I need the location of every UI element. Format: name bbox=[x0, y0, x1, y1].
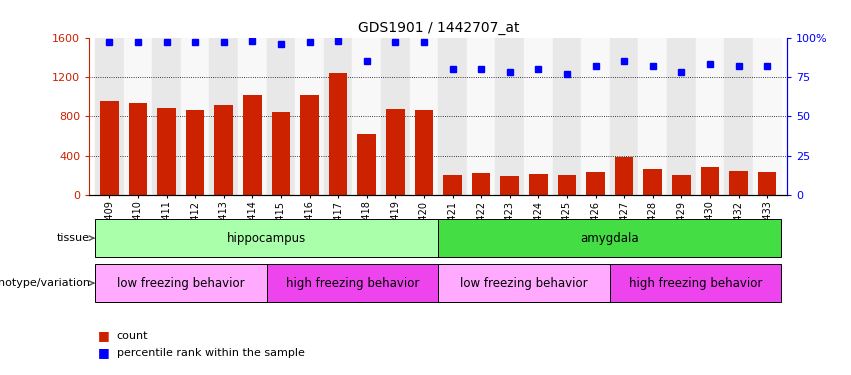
Bar bbox=[100, 100, 118, 195]
Bar bbox=[123, 38, 152, 195]
Bar bbox=[238, 38, 266, 195]
Bar bbox=[352, 38, 381, 195]
Text: low freezing behavior: low freezing behavior bbox=[460, 277, 588, 290]
Bar bbox=[672, 175, 691, 195]
Bar bbox=[495, 38, 524, 195]
Bar bbox=[328, 73, 347, 195]
Bar bbox=[409, 38, 438, 195]
Bar bbox=[95, 38, 123, 195]
Bar bbox=[95, 219, 438, 257]
Bar bbox=[271, 112, 290, 195]
Bar bbox=[700, 167, 719, 195]
Bar bbox=[181, 38, 209, 195]
Bar bbox=[552, 38, 581, 195]
Bar bbox=[157, 108, 176, 195]
Bar bbox=[443, 176, 462, 195]
Bar bbox=[386, 110, 405, 195]
Bar bbox=[729, 171, 748, 195]
Bar bbox=[357, 134, 376, 195]
Bar bbox=[386, 110, 405, 195]
Bar bbox=[300, 94, 319, 195]
Bar bbox=[471, 173, 490, 195]
Bar bbox=[414, 110, 433, 195]
Bar bbox=[438, 38, 467, 195]
Bar bbox=[610, 38, 638, 195]
Bar bbox=[643, 170, 662, 195]
Bar bbox=[758, 172, 776, 195]
Bar bbox=[586, 172, 605, 195]
Bar bbox=[243, 94, 261, 195]
Bar bbox=[581, 38, 610, 195]
Text: genotype/variation: genotype/variation bbox=[0, 278, 94, 288]
Text: count: count bbox=[117, 331, 148, 340]
Bar bbox=[500, 176, 519, 195]
Bar bbox=[667, 38, 695, 195]
Bar bbox=[586, 172, 605, 195]
Bar bbox=[243, 94, 261, 195]
Bar bbox=[724, 38, 753, 195]
Bar bbox=[529, 174, 548, 195]
Text: percentile rank within the sample: percentile rank within the sample bbox=[117, 348, 305, 357]
Bar bbox=[438, 219, 781, 257]
Bar bbox=[328, 73, 347, 195]
Bar bbox=[324, 38, 352, 195]
Bar bbox=[557, 175, 576, 195]
Text: tissue: tissue bbox=[57, 233, 94, 243]
Bar bbox=[615, 157, 633, 195]
Bar bbox=[209, 38, 238, 195]
Text: high freezing behavior: high freezing behavior bbox=[629, 277, 762, 290]
Bar bbox=[300, 94, 319, 195]
Bar bbox=[443, 176, 462, 195]
Bar bbox=[266, 38, 295, 195]
Bar bbox=[271, 112, 290, 195]
Bar bbox=[758, 172, 776, 195]
Bar bbox=[266, 264, 438, 302]
Bar bbox=[214, 105, 233, 195]
Bar bbox=[186, 110, 204, 195]
Bar bbox=[95, 264, 266, 302]
Bar bbox=[152, 38, 181, 195]
Bar bbox=[467, 38, 495, 195]
Bar bbox=[129, 104, 147, 195]
Bar bbox=[615, 157, 633, 195]
Bar bbox=[157, 108, 176, 195]
Text: hippocampus: hippocampus bbox=[227, 232, 306, 244]
Bar bbox=[471, 173, 490, 195]
Bar bbox=[643, 170, 662, 195]
Bar bbox=[100, 100, 118, 195]
Bar bbox=[357, 134, 376, 195]
Bar bbox=[700, 167, 719, 195]
Bar bbox=[529, 174, 548, 195]
Bar bbox=[414, 110, 433, 195]
Bar bbox=[129, 104, 147, 195]
Bar bbox=[695, 38, 724, 195]
Bar bbox=[672, 175, 691, 195]
Bar bbox=[186, 110, 204, 195]
Text: ■: ■ bbox=[98, 346, 110, 359]
Bar bbox=[438, 264, 610, 302]
Bar bbox=[214, 105, 233, 195]
Bar bbox=[381, 38, 409, 195]
Title: GDS1901 / 1442707_at: GDS1901 / 1442707_at bbox=[357, 21, 519, 35]
Bar bbox=[557, 175, 576, 195]
Text: ■: ■ bbox=[98, 329, 110, 342]
Bar bbox=[610, 264, 781, 302]
Bar bbox=[524, 38, 552, 195]
Bar bbox=[753, 38, 781, 195]
Bar bbox=[295, 38, 324, 195]
Bar bbox=[729, 171, 748, 195]
Bar bbox=[638, 38, 667, 195]
Bar bbox=[500, 176, 519, 195]
Text: low freezing behavior: low freezing behavior bbox=[117, 277, 245, 290]
Text: high freezing behavior: high freezing behavior bbox=[286, 277, 420, 290]
Text: amygdala: amygdala bbox=[580, 232, 639, 244]
